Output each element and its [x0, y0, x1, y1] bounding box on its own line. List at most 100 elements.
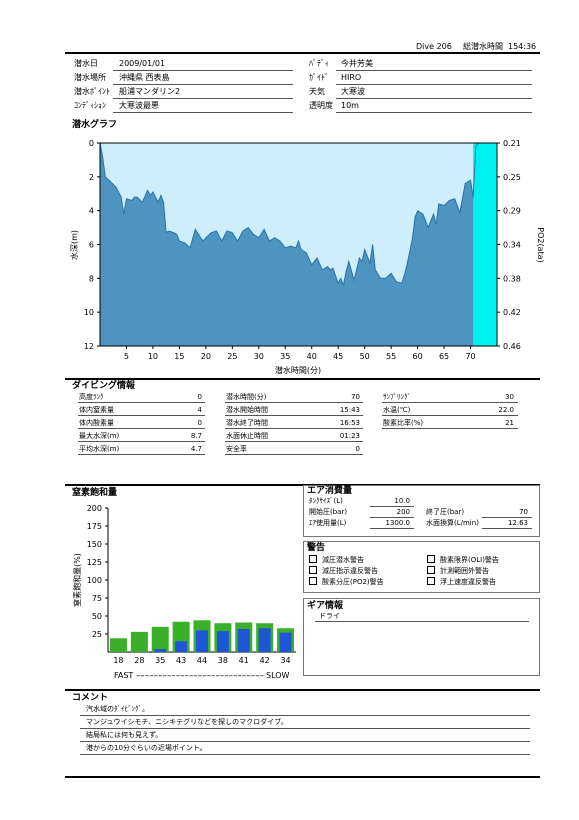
time-tick-label: 35 [280, 352, 290, 361]
total-dive-time-value: 154:36 [508, 42, 537, 51]
tank-size-value: 10.0 [394, 497, 410, 505]
nitrogen-category-label: 34 [280, 656, 290, 665]
nitrogen-bar-green [151, 626, 169, 652]
comment-title: コメント [72, 693, 109, 703]
time-tick-label: 40 [307, 352, 317, 361]
dive-row-value: 01:23 [339, 432, 360, 440]
depth-tick-label: 12 [84, 342, 94, 351]
time-tick-label: 70 [465, 352, 475, 361]
dive-row-value: 8.7 [190, 432, 202, 440]
depth-tick-label: 8 [89, 274, 94, 283]
warnings-title: 警告 [307, 543, 326, 553]
nitrogen-tick-label: 175 [87, 522, 102, 531]
dive-row-label: 安全率 [226, 445, 247, 453]
depth-tick-label: 6 [89, 241, 94, 250]
gear-title: ギア情報 [307, 601, 344, 611]
dive-graph-title: 潜水グラフ [72, 120, 118, 130]
gear-value: ドライ [319, 612, 340, 620]
dive-row-value: 22.0 [498, 406, 514, 414]
dive-row-value: 4 [197, 406, 202, 414]
depth-tick-label: 2 [89, 173, 94, 182]
dive-row-label: 潜水時間(分) [226, 393, 267, 401]
dive-row-value: 16:53 [339, 419, 360, 427]
point-value: 船浦マンダリン2 [119, 87, 181, 96]
dive-row-underline [225, 402, 363, 403]
surface-interval-area [473, 143, 497, 346]
diving-info-rule [65, 484, 540, 486]
dive-row-value: 15:43 [339, 406, 360, 414]
dive-row-underline [78, 428, 205, 429]
nitrogen-bar-blue [154, 649, 167, 652]
depth-profile-line [99, 142, 497, 287]
po2-tick-label: 0.21 [503, 139, 521, 148]
po2-axis-label: PO2(ata) [536, 227, 545, 262]
dive-row-value: 70 [351, 393, 360, 401]
warning-label: 減圧潜水警告 [322, 556, 364, 564]
nitrogen-category-label: 35 [155, 656, 165, 665]
date-value: 2009/01/01 [119, 59, 166, 68]
warning-checkbox [427, 566, 435, 574]
dive-row-underline [225, 428, 363, 429]
nitrogen-tick-label: 150 [87, 540, 102, 549]
warning-item: 計測範囲外警告 [427, 566, 489, 576]
dive-row-value: 0 [197, 393, 202, 401]
air-used-label: ｴｱ使用量(L) [309, 519, 347, 527]
time-tick-label: 55 [386, 352, 396, 361]
nitrogen-category-label: 41 [239, 656, 249, 665]
warning-label: 酸素限界(OLI)警告 [440, 556, 499, 564]
nitrogen-tick-label: 200 [87, 504, 102, 513]
surface-rate-value: 12.63 [507, 519, 528, 527]
nitrogen-bar-blue [196, 630, 208, 652]
depth-tick-label: 0 [89, 139, 94, 148]
header-rule [65, 52, 540, 54]
comment-underline [80, 741, 530, 742]
depth-tick-label: 10 [84, 308, 94, 317]
po2-tick-label: 0.38 [503, 274, 521, 283]
dive-row-label: 潜水開始時間 [226, 406, 268, 414]
dive-row-underline [382, 415, 518, 416]
warning-checkbox [427, 555, 435, 563]
nitrogen-chart: 200 175 150 125 100 75 50 25 18 28 35 43 44 38 41 42 34 窒… [72, 504, 296, 680]
depth-tick-label: 4 [89, 207, 94, 216]
start-pressure-label: 開始圧(bar) [309, 508, 348, 516]
nitrogen-category-label: 44 [197, 656, 207, 665]
nitrogen-bar-green [109, 638, 127, 652]
nitrogen-category-label: 43 [176, 656, 186, 665]
dive-row-label: 潜水終了時間 [226, 419, 268, 427]
buddy-label: ﾊﾞﾃﾞｨ [309, 59, 329, 68]
dive-row-label: 水温(℃) [383, 406, 411, 414]
dive-row-underline [225, 454, 363, 455]
time-tick-label: 60 [413, 352, 423, 361]
time-tick-label: 50 [360, 352, 370, 361]
po2-tick-label: 0.29 [503, 207, 521, 216]
dive-row-value: 21 [505, 419, 514, 427]
dive-row-underline [78, 441, 205, 442]
time-tick-label: 65 [439, 352, 449, 361]
nitrogen-category-label: 18 [113, 656, 123, 665]
condition-label: ｺﾝﾃﾞｨｼｮﾝ [74, 101, 106, 110]
dive-row-underline [78, 402, 205, 403]
po2-tick-label: 0.46 [503, 342, 521, 351]
air-box [303, 485, 540, 537]
air-used-value: 1300.0 [385, 519, 411, 527]
time-tick-label: 30 [254, 352, 264, 361]
fast-label: FAST [114, 671, 133, 680]
warning-item: 酸素限界(OLI)警告 [427, 555, 499, 565]
depth-profile-area [100, 143, 497, 286]
warning-item: 減圧潜水警告 [309, 555, 364, 565]
guide-label: ｶﾞｲﾄﾞ [309, 73, 329, 82]
time-tick-label: 20 [201, 352, 211, 361]
nitrogen-bar-blue [175, 641, 188, 652]
comment-underline [80, 728, 530, 729]
time-tick-label: 5 [124, 352, 129, 361]
po2-tick-label: 0.34 [503, 241, 521, 250]
nitrogen-tick-label: 75 [92, 594, 102, 603]
bottom-rule [65, 776, 540, 778]
warning-label: 浮上速度違反警告 [440, 578, 496, 586]
comment-line: 港からの10分ぐらいの近場ポイント。 [86, 744, 207, 752]
comment-line: 結局私には何も見えず。 [86, 731, 163, 739]
warning-checkbox [309, 577, 317, 585]
dive-row-value: 30 [505, 393, 514, 401]
total-dive-time-label: 総潜水時間 [463, 42, 503, 51]
dive-row-underline [225, 415, 363, 416]
